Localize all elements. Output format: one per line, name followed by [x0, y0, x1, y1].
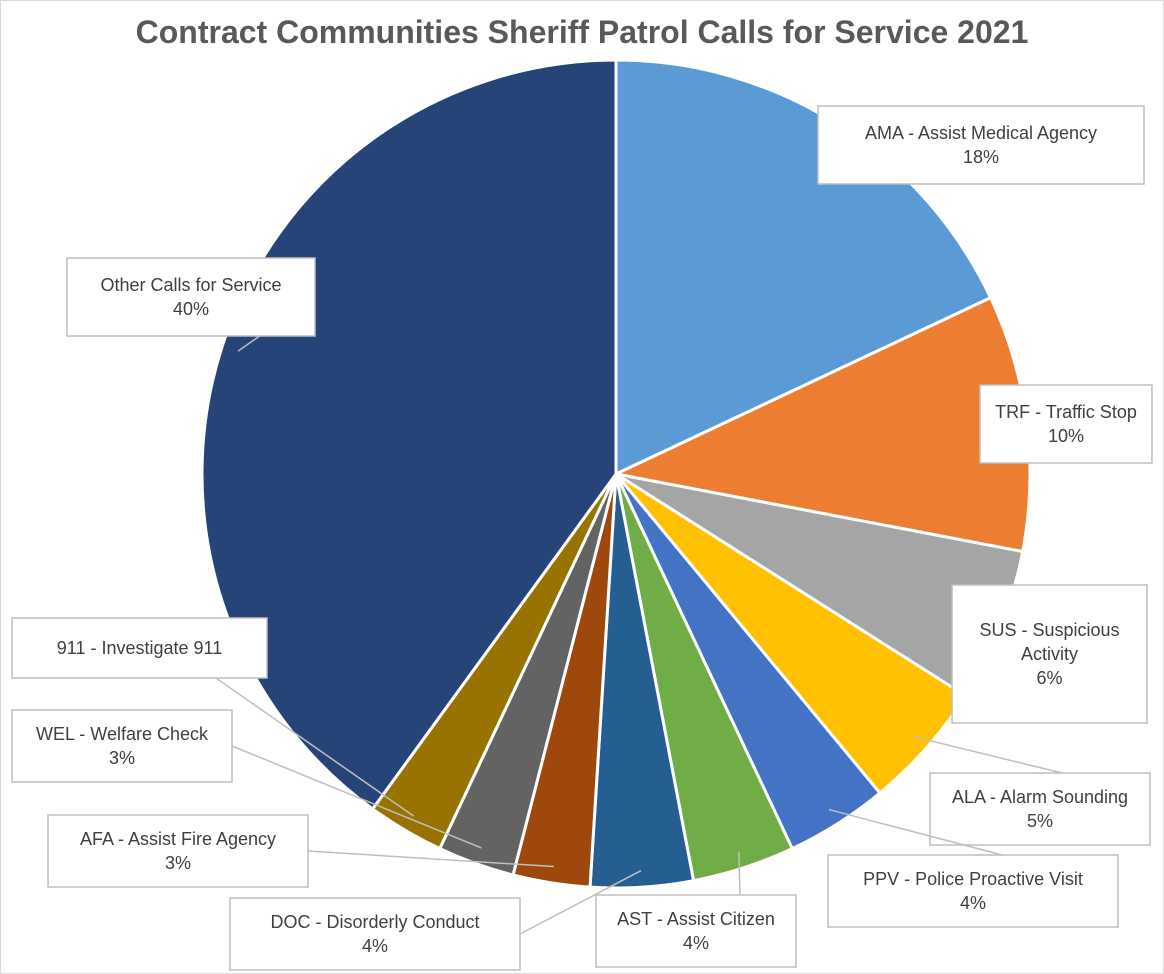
data-label-value: 3% — [165, 853, 191, 873]
leader-line — [519, 869, 642, 935]
data-label-value: 18% — [963, 147, 999, 167]
data-label-box — [817, 105, 1145, 185]
data-label-box — [66, 257, 316, 337]
data-label-category: PPV - Police Proactive Visit — [863, 869, 1083, 889]
data-label-box — [47, 814, 309, 888]
data-label-category: Activity — [1021, 644, 1078, 664]
data-label-value: 4% — [683, 933, 709, 953]
data-label-box — [229, 897, 521, 971]
data-label-box — [11, 709, 233, 783]
data-label-box — [929, 772, 1151, 846]
leader-line — [828, 808, 1003, 856]
data-label-value: 10% — [1048, 426, 1084, 446]
data-label-value: 6% — [1036, 668, 1062, 688]
data-label-category: Other Calls for Service — [100, 275, 281, 295]
pie-slice-11 — [200, 58, 618, 812]
data-label-category: AST - Assist Citizen — [617, 909, 775, 929]
data-label-value: 40% — [173, 299, 209, 319]
data-label-value: 4% — [960, 893, 986, 913]
data-label-category: 911 - Investigate 911 — [57, 638, 222, 658]
chart-title: Contract Communities Sheriff Patrol Call… — [135, 14, 1029, 50]
leader-line — [738, 851, 741, 896]
data-label-category: DOC - Disorderly Conduct — [270, 912, 479, 932]
data-label-value: 4% — [362, 936, 388, 956]
leader-line — [913, 736, 1063, 774]
data-label-box — [595, 894, 797, 968]
data-label-category: AMA - Assist Medical Agency — [865, 123, 1097, 143]
leader-line — [307, 850, 554, 868]
data-label-category: SUS - Suspicious — [979, 620, 1119, 640]
data-label-box — [951, 584, 1148, 724]
leader-line — [215, 677, 415, 817]
data-label-box — [827, 854, 1119, 928]
data-label-box — [11, 617, 268, 679]
data-label-category: AFA - Assist Fire Agency — [80, 829, 276, 849]
data-label-value: 3% — [109, 748, 135, 768]
data-label-box — [979, 384, 1153, 464]
data-label-category: ALA - Alarm Sounding — [952, 787, 1128, 807]
data-label-category: TRF - Traffic Stop — [995, 402, 1137, 422]
data-label-category: WEL - Welfare Check — [36, 724, 209, 744]
leader-line — [231, 745, 482, 849]
data-label-value: 5% — [1027, 811, 1053, 831]
